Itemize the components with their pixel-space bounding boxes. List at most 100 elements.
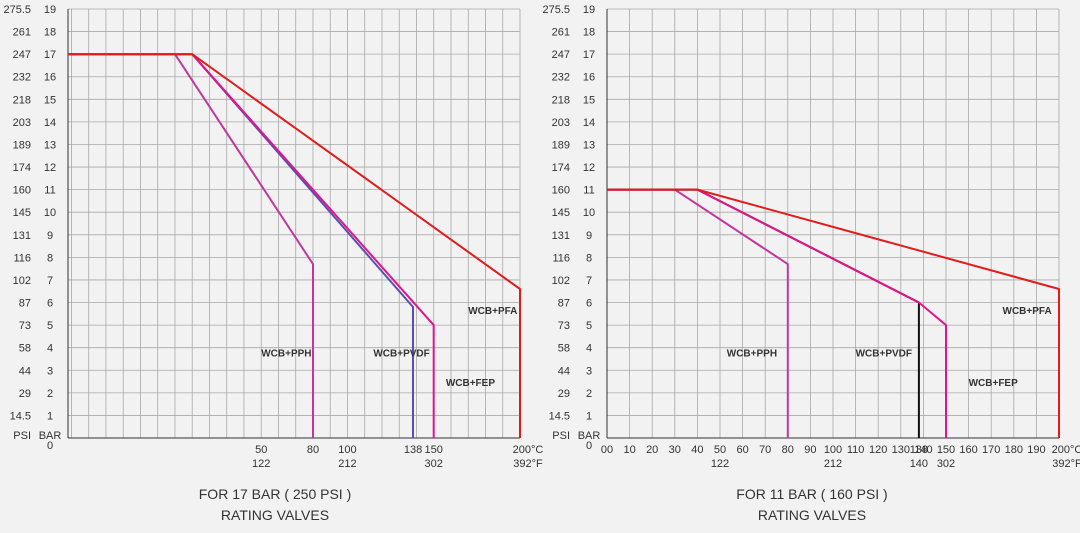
x-tick-label-fahrenheit: 122 bbox=[711, 458, 729, 470]
series-label: WCB+FEP bbox=[446, 378, 496, 389]
y-tick-label-bar: 11 bbox=[44, 185, 55, 197]
y-tick-label-bar: 10 bbox=[583, 207, 595, 219]
y-tick-label-bar: 3 bbox=[586, 365, 592, 377]
x-tick-label-celsius: 138 bbox=[910, 444, 928, 456]
y-tick-label-psi: 145 bbox=[13, 207, 31, 219]
y-tick-label-psi: 203 bbox=[13, 117, 31, 129]
chart-17-bar: 01234567891011121314151617181914.5294458… bbox=[3, 4, 543, 523]
y-tick-label-psi: 160 bbox=[13, 185, 31, 197]
y-tick-label-bar: 2 bbox=[47, 388, 53, 400]
x-tick-label-celsius: 150 bbox=[937, 444, 955, 456]
y-tick-label-psi: 232 bbox=[552, 72, 570, 84]
y-tick-label-psi: 44 bbox=[558, 365, 570, 377]
series-label: WCB+PPH bbox=[727, 349, 777, 360]
y-tick-label-bar: 2 bbox=[586, 388, 592, 400]
x-tick-label-celsius: 180 bbox=[1005, 444, 1023, 456]
chart-subtitle: RATING VALVES bbox=[221, 507, 329, 523]
y-axis-header-bar: BAR bbox=[578, 430, 601, 442]
y-axis-header-bar: BAR bbox=[39, 430, 62, 442]
y-tick-label-bar: 14 bbox=[583, 117, 595, 129]
x-tick-label-celsius: 00 bbox=[601, 444, 613, 456]
series-label: WCB+FEP bbox=[969, 378, 1019, 389]
series-line bbox=[68, 53, 521, 438]
x-tick-label-celsius: 140 bbox=[914, 444, 932, 456]
chart-subtitle: RATING VALVES bbox=[758, 507, 866, 523]
x-tick-label-celsius: 100 bbox=[338, 444, 356, 456]
y-tick-label-bar: 8 bbox=[47, 252, 53, 264]
chart-title: FOR 11 BAR ( 160 PSI ) bbox=[736, 486, 887, 502]
x-tick-label-celsius: 120 bbox=[869, 444, 887, 456]
y-tick-label-bar: 17 bbox=[583, 49, 595, 61]
x-tick-label-celsius: 160 bbox=[959, 444, 977, 456]
series-label: WCB+PVDF bbox=[856, 349, 912, 360]
x-tick-label-fahrenheit: 392°F bbox=[1052, 458, 1080, 470]
y-tick-label-bar: 19 bbox=[44, 4, 56, 16]
y-tick-label-psi: 275.5 bbox=[3, 4, 31, 16]
y-tick-label-bar: 5 bbox=[47, 320, 53, 332]
y-tick-label-bar: 15 bbox=[583, 94, 595, 106]
y-tick-label-psi: 102 bbox=[13, 275, 31, 287]
chart-11-bar: 01234567891011121314151617181914.5294458… bbox=[542, 4, 1080, 523]
y-tick-label-psi: 116 bbox=[13, 252, 31, 264]
x-tick-label-fahrenheit: 140 bbox=[910, 458, 928, 470]
y-tick-label-bar: 19 bbox=[583, 4, 595, 16]
y-tick-label-psi: 189 bbox=[13, 139, 31, 151]
series-line bbox=[68, 53, 314, 438]
y-tick-label-psi: 247 bbox=[13, 49, 31, 61]
series-line bbox=[607, 188, 947, 438]
y-tick-label-psi: 116 bbox=[552, 252, 570, 264]
y-tick-label-bar: 16 bbox=[583, 72, 595, 84]
y-tick-label-bar: 14 bbox=[44, 117, 56, 129]
y-tick-label-psi: 232 bbox=[13, 72, 31, 84]
y-tick-label-psi: 73 bbox=[558, 320, 570, 332]
x-tick-label-celsius: 30 bbox=[669, 444, 681, 456]
x-tick-label-celsius: 130 bbox=[892, 444, 910, 456]
y-axis-header-psi: PSI bbox=[13, 430, 31, 442]
x-tick-label-celsius: 90 bbox=[804, 444, 816, 456]
y-tick-label-psi: 174 bbox=[552, 162, 570, 174]
y-tick-label-psi: 247 bbox=[552, 49, 570, 61]
x-tick-label-celsius: 80 bbox=[307, 444, 319, 456]
y-tick-label-psi: 275.5 bbox=[542, 4, 570, 16]
x-tick-label-celsius: 20 bbox=[646, 444, 658, 456]
y-tick-label-psi: 29 bbox=[558, 388, 570, 400]
x-tick-label-celsius: 200°C bbox=[513, 444, 544, 456]
y-tick-label-bar: 16 bbox=[44, 72, 56, 84]
y-tick-label-bar: 13 bbox=[583, 139, 595, 151]
x-tick-label-celsius: 110 bbox=[847, 444, 865, 456]
y-tick-label-bar: 3 bbox=[47, 365, 53, 377]
y-tick-label-bar: 4 bbox=[47, 343, 53, 355]
y-tick-label-psi: 160 bbox=[552, 185, 570, 197]
y-tick-label-psi: 29 bbox=[19, 388, 31, 400]
y-tick-label-bar: 6 bbox=[47, 298, 53, 310]
y-tick-label-psi: 261 bbox=[13, 27, 31, 39]
y-tick-label-bar: 7 bbox=[47, 275, 53, 287]
y-axis-header-psi: PSI bbox=[552, 430, 570, 442]
y-tick-label-bar: 12 bbox=[583, 162, 595, 174]
y-tick-label-bar: 1 bbox=[47, 410, 53, 422]
x-tick-label-fahrenheit: 122 bbox=[252, 458, 270, 470]
y-tick-label-bar: 9 bbox=[47, 230, 53, 242]
y-tick-label-bar: 12 bbox=[44, 162, 56, 174]
y-tick-label-psi: 58 bbox=[558, 343, 570, 355]
y-tick-label-bar: 18 bbox=[583, 27, 595, 39]
y-tick-label-psi: 189 bbox=[552, 139, 570, 151]
y-tick-label-psi: 102 bbox=[552, 275, 570, 287]
y-tick-label-bar: 13 bbox=[44, 139, 56, 151]
y-tick-label-psi: 58 bbox=[19, 343, 31, 355]
series-label: WCB+PFA bbox=[468, 306, 517, 317]
x-tick-label-celsius: 80 bbox=[782, 444, 794, 456]
series-label: WCB+PPH bbox=[261, 349, 311, 360]
y-tick-label-psi: 218 bbox=[13, 94, 31, 106]
y-tick-label-psi: 87 bbox=[558, 298, 570, 310]
y-tick-label-psi: 131 bbox=[552, 230, 570, 242]
y-tick-label-psi: 14.5 bbox=[549, 410, 570, 422]
x-tick-label-fahrenheit: 212 bbox=[338, 458, 356, 470]
y-tick-label-bar: 7 bbox=[586, 275, 592, 287]
x-tick-label-celsius: 50 bbox=[255, 444, 267, 456]
chart-title: FOR 17 BAR ( 250 PSI ) bbox=[199, 486, 352, 502]
y-tick-label-psi: 131 bbox=[13, 230, 31, 242]
y-tick-label-bar: 9 bbox=[586, 230, 592, 242]
x-tick-label-celsius: 190 bbox=[1027, 444, 1045, 456]
